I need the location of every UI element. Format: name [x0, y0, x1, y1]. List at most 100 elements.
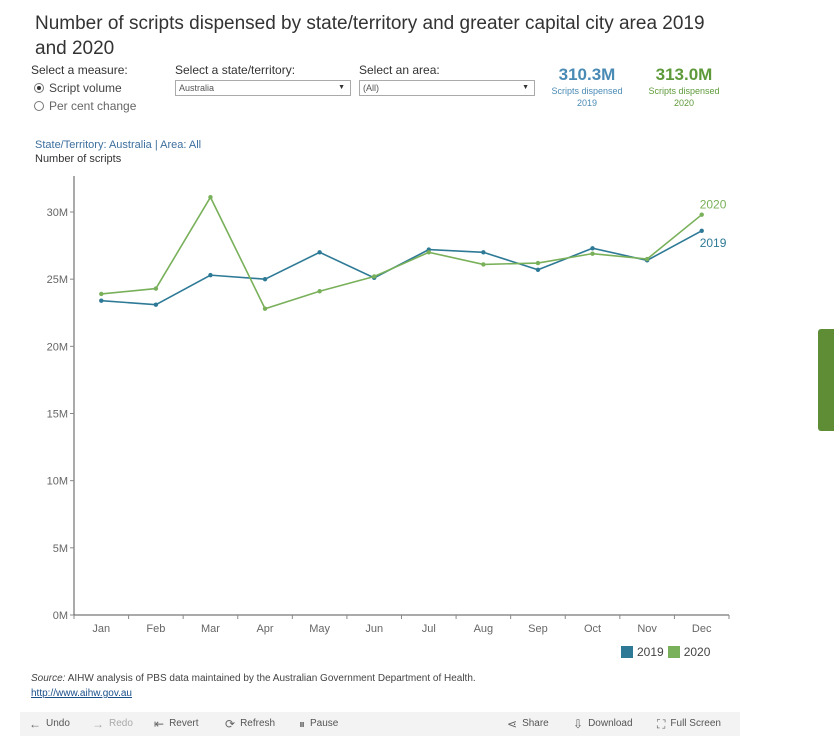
measure-option-label: Script volume [49, 81, 122, 95]
data-point-2019 [99, 298, 104, 303]
download-icon: ⇩ [573, 717, 584, 731]
kpi-2020: 313.0M Scripts dispensed 2020 [639, 65, 729, 109]
fullscreen-label: Full Screen [670, 718, 721, 729]
download-button[interactable]: ⇩ Download [573, 712, 633, 736]
kpi-2020-year: 2020 [673, 98, 695, 108]
data-point-2019 [317, 250, 322, 255]
chevron-down-icon[interactable]: ▼ [522, 84, 529, 91]
side-panel-tab[interactable] [818, 329, 834, 431]
source-text: AIHW analysis of PBS data maintained by … [65, 673, 476, 684]
y-tick-label: 25M [47, 274, 68, 286]
kpi-2020-value: 313.0M [655, 65, 713, 84]
redo-button[interactable]: → Redo [92, 712, 133, 736]
share-icon: ⋖ [507, 717, 518, 731]
data-point-2019 [262, 276, 268, 282]
x-tick-label: Jul [422, 623, 436, 635]
fullscreen-icon: ⛶ [657, 717, 666, 731]
y-tick-label: 20M [47, 341, 68, 353]
series-line-2020 [101, 195, 703, 310]
legend-item-2019[interactable]: 2019 [621, 645, 664, 659]
data-point-2019 [481, 250, 486, 255]
pause-label: Pause [310, 718, 339, 729]
share-label: Share [522, 718, 549, 729]
x-tick-label: Sep [528, 623, 548, 635]
pause-button[interactable]: ⏸ Pause [299, 712, 338, 736]
data-point-2020 [99, 291, 104, 297]
series-end-label-2019: 2019 [700, 236, 727, 250]
y-tick-label: 0M [53, 610, 68, 622]
data-point-2020 [699, 212, 704, 217]
series-line-2019 [101, 230, 703, 306]
undo-arrow-icon: ← [29, 717, 41, 731]
refresh-icon: ⟳ [225, 717, 236, 731]
x-tick-label: Mar [201, 623, 220, 635]
x-tick-label: Dec [692, 623, 712, 635]
x-tick-label: Apr [256, 623, 273, 635]
download-label: Download [588, 718, 633, 729]
data-point-2019 [699, 228, 704, 234]
toolbar: ← Undo → Redo ⇤ Revert ⟳ Refresh ⏸ Pause… [20, 712, 740, 736]
fullscreen-button[interactable]: ⛶ Full Screen [657, 712, 721, 736]
redo-arrow-icon: → [92, 717, 104, 731]
data-point-2020 [481, 262, 486, 267]
undo-button[interactable]: ← Undo [29, 712, 70, 736]
measure-option-label: Per cent change [49, 99, 137, 113]
data-point-2019 [153, 302, 159, 307]
data-point-2020 [590, 251, 595, 256]
y-tick-label: 10M [47, 476, 68, 488]
measure-option-script-volume[interactable]: Script volume [34, 81, 122, 95]
redo-label: Redo [109, 718, 133, 729]
legend-label-2019: 2019 [637, 645, 664, 659]
radio-unselected-icon[interactable] [34, 101, 44, 111]
y-tick-label: 30M [47, 207, 68, 219]
legend-swatch-2020 [667, 646, 680, 658]
undo-label: Undo [46, 718, 70, 729]
y-tick-label: 5M [53, 543, 68, 555]
refresh-button[interactable]: ⟳ Refresh [225, 712, 275, 736]
refresh-label: Refresh [240, 718, 276, 729]
kpi-2019-value: 310.3M [558, 65, 616, 84]
x-tick-label: Nov [637, 623, 657, 635]
data-point-2020 [644, 256, 650, 262]
state-label: Select a state/territory: [175, 63, 296, 77]
data-point-2019 [208, 272, 213, 278]
data-point-2020 [535, 260, 541, 266]
kpi-2019-year: 2019 [576, 98, 598, 108]
page-title: Number of scripts dispensed by state/ter… [35, 13, 705, 59]
state-select-value: Australia [179, 83, 215, 93]
aihw-link[interactable]: http://www.aihw.gov.au [31, 688, 132, 699]
line-chart: 0M 5M 10M 15M 20M 25M 30M Jan Feb Mar Apr May Jun Jul… [47, 176, 730, 635]
data-point-2019 [590, 246, 595, 251]
data-point-2020 [317, 289, 322, 294]
radio-selected-icon[interactable] [34, 83, 44, 93]
x-tick-label: May [309, 623, 330, 635]
x-tick-label: Feb [146, 623, 165, 635]
measure-label: Select a measure: [31, 63, 128, 77]
kpi-2019: 310.3M Scripts dispensed 2019 [543, 65, 631, 109]
area-select-value: (All) [363, 83, 379, 93]
state-select[interactable]: Australia ▼ [175, 80, 351, 96]
x-tick-label: Jan [92, 623, 110, 635]
chevron-down-icon[interactable]: ▼ [338, 84, 345, 91]
y-tick-label: 15M [47, 409, 68, 421]
area-select[interactable]: (All) ▼ [359, 80, 535, 96]
pause-icon: ⏸ [299, 717, 306, 731]
legend-item-2020[interactable]: 2020 [667, 645, 711, 659]
data-point-2020 [426, 250, 431, 255]
measure-option-per-cent-change[interactable]: Per cent change [34, 99, 136, 113]
data-point-2020 [262, 306, 268, 311]
series-end-label-2020: 2020 [700, 198, 727, 212]
revert-button[interactable]: ⇤ Revert [154, 712, 199, 736]
area-label: Select an area: [359, 63, 440, 77]
source-prefix: Source: [31, 673, 66, 684]
revert-icon: ⇤ [154, 717, 165, 731]
data-point-2020 [153, 286, 159, 291]
revert-label: Revert [169, 718, 199, 729]
kpi-2019-label: Scripts dispensed [551, 86, 623, 96]
chart-subtitle: State/Territory: Australia | Area: All [35, 139, 202, 151]
x-tick-label: Aug [474, 623, 494, 635]
share-button[interactable]: ⋖ Share [507, 712, 549, 736]
x-tick-label: Oct [584, 623, 601, 635]
data-point-2020 [208, 195, 213, 200]
legend-label-2020: 2020 [683, 645, 711, 659]
